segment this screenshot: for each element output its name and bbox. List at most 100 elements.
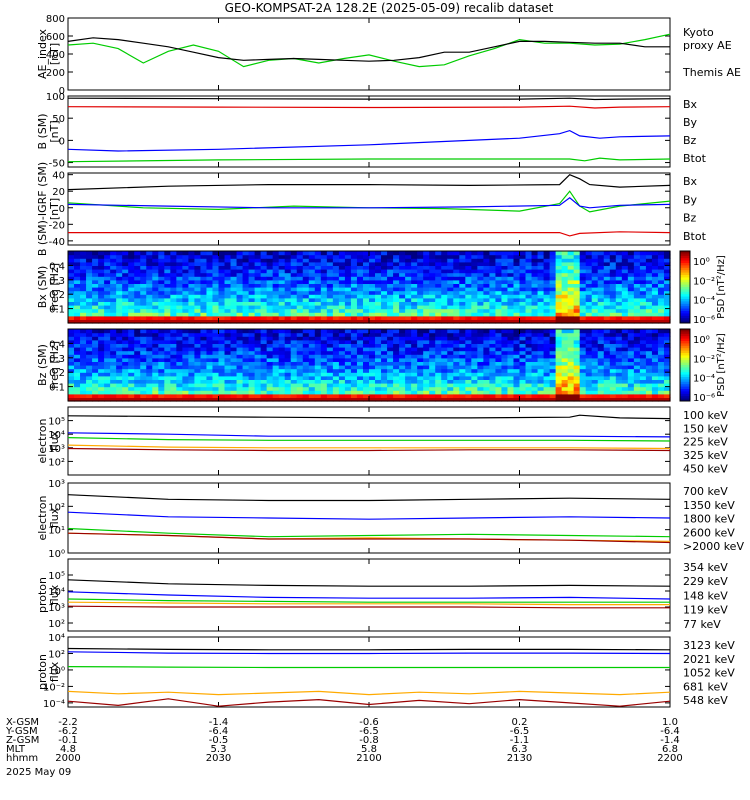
spectrogram-cell <box>362 397 370 402</box>
y-axis-label: B (SM) <box>36 113 49 149</box>
spectrogram-cell <box>236 254 244 259</box>
spectrogram-cell <box>561 347 569 352</box>
spectrogram-cell <box>585 294 593 299</box>
spectrogram-cell <box>621 265 629 270</box>
spectrogram-cell <box>651 308 659 313</box>
spectrogram-cell <box>429 269 436 274</box>
spectrogram-cell <box>495 343 503 348</box>
spectrogram-cell <box>68 276 75 281</box>
spectrogram-cell <box>411 290 418 295</box>
spectrogram-cell <box>206 301 214 306</box>
spectrogram-cell <box>320 336 328 341</box>
spectrogram-cell <box>459 397 466 402</box>
spectrogram-cell <box>206 251 214 256</box>
spectrogram-cell <box>182 308 189 313</box>
spectrogram-cell <box>350 361 358 366</box>
spectrogram-cell <box>465 379 472 384</box>
spectrogram-cell <box>579 379 587 384</box>
spectrogram-cell <box>627 258 635 263</box>
spectrogram-cell <box>122 272 129 277</box>
spectrogram-cell <box>519 350 527 355</box>
spectrogram-cell <box>350 365 358 370</box>
y-axis-label: electron <box>36 419 49 464</box>
spectrogram-cell <box>483 357 490 362</box>
spectrogram-cell <box>284 319 292 324</box>
spectrogram-cell <box>260 357 268 362</box>
spectrogram-cell <box>459 336 466 341</box>
spectrogram-cell <box>639 365 647 370</box>
colorbar-segment <box>680 318 690 322</box>
spectrogram-cell <box>513 354 521 359</box>
spectrogram-cell <box>266 379 274 384</box>
spectrogram-cell <box>194 397 202 402</box>
spectrogram-cell <box>507 386 515 391</box>
spectrogram-cell <box>218 269 226 274</box>
spectrogram-cell <box>459 312 466 317</box>
spectrogram-cell <box>495 276 503 281</box>
spectrogram-cell <box>621 365 629 370</box>
spectrogram-cell <box>350 269 358 274</box>
spectrogram-cell <box>381 276 388 281</box>
spectrogram-cell <box>381 375 388 380</box>
spectrogram-cell <box>651 290 659 295</box>
spectrogram-cell <box>639 312 647 317</box>
spectrogram-cell <box>86 258 93 263</box>
spectrogram-cell <box>260 261 268 266</box>
spectrogram-cell <box>344 386 352 391</box>
spectrogram-cell <box>254 379 262 384</box>
colorbar-segment <box>680 251 690 254</box>
spectrogram-cell <box>663 265 671 270</box>
spectrogram-cell <box>254 251 262 256</box>
spectrogram-cell <box>555 375 563 380</box>
spectrogram-cell <box>302 386 310 391</box>
spectrogram-cell <box>591 290 599 295</box>
spectrogram-cell <box>212 294 220 299</box>
spectrogram-cell <box>453 383 460 388</box>
spectrogram-cell <box>453 254 460 259</box>
spectrogram-cell <box>152 290 159 295</box>
spectrogram-cell <box>543 329 551 334</box>
spectrogram-cell <box>501 397 509 402</box>
spectrogram-cell <box>501 339 509 344</box>
spectrogram-cell <box>543 294 551 299</box>
spectrogram-cell <box>465 357 472 362</box>
spectrogram-cell <box>405 375 412 380</box>
spectrogram-cell <box>170 372 177 377</box>
spectrogram-cell <box>579 279 587 284</box>
spectrogram-cell <box>140 375 147 380</box>
spectrogram-cell <box>447 375 454 380</box>
spectrogram-cell <box>350 258 358 263</box>
spectrogram-cell <box>236 261 244 266</box>
spectrogram-cell <box>465 301 472 306</box>
spectrogram-cell <box>290 269 298 274</box>
spectrogram-cell <box>459 372 466 377</box>
spectrogram-cell <box>405 319 412 324</box>
x-label-value: -0.8 <box>359 735 379 746</box>
spectrogram-cell <box>302 308 310 313</box>
spectrogram-cell <box>621 283 629 288</box>
spectrogram-cell <box>74 251 81 256</box>
spectrogram-cell <box>326 308 334 313</box>
spectrogram-cell <box>399 365 406 370</box>
spectrogram-cell <box>513 258 521 263</box>
spectrogram-cell <box>567 272 575 277</box>
spectrogram-cell <box>320 332 328 337</box>
spectrogram-cell <box>399 258 406 263</box>
spectrogram-cell <box>435 361 442 366</box>
spectrogram-cell <box>128 315 135 320</box>
spectrogram-cell <box>176 350 183 355</box>
spectrogram-cell <box>609 361 617 366</box>
spectrogram-cell <box>507 390 515 395</box>
spectrogram-cell <box>483 272 490 277</box>
spectrogram-cell <box>411 390 418 395</box>
spectrogram-cell <box>615 397 623 402</box>
spectrogram-cell <box>555 379 563 384</box>
y-axis-label: electron <box>36 496 49 541</box>
spectrogram-cell <box>369 339 376 344</box>
spectrogram-cell <box>423 390 430 395</box>
spectrogram-cell <box>507 329 515 334</box>
spectrogram-cell <box>627 343 635 348</box>
spectrogram-cell <box>435 397 442 402</box>
spectrogram-cell <box>513 383 521 388</box>
